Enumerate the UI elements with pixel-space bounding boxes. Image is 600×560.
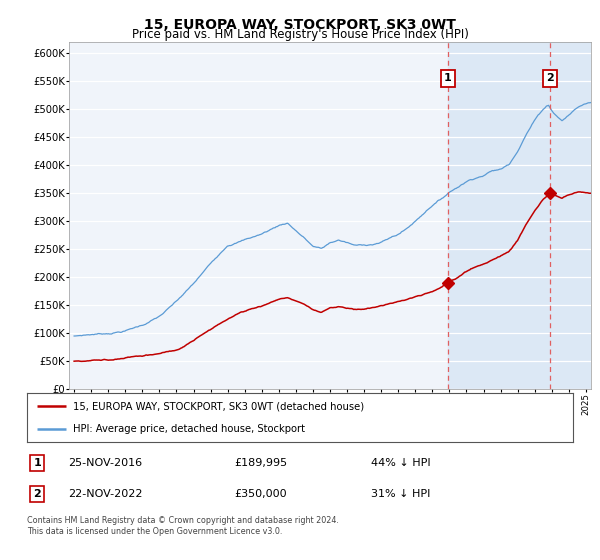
Text: 31% ↓ HPI: 31% ↓ HPI (371, 489, 430, 499)
Text: HPI: Average price, detached house, Stockport: HPI: Average price, detached house, Stoc… (73, 424, 305, 434)
Text: Contains HM Land Registry data © Crown copyright and database right 2024.
This d: Contains HM Land Registry data © Crown c… (27, 516, 339, 536)
Text: 15, EUROPA WAY, STOCKPORT, SK3 0WT: 15, EUROPA WAY, STOCKPORT, SK3 0WT (144, 18, 456, 32)
Text: £189,995: £189,995 (235, 458, 287, 468)
Text: 2: 2 (34, 489, 41, 499)
Text: 2: 2 (546, 73, 554, 83)
Text: 1: 1 (444, 73, 452, 83)
Bar (448, 42, 591, 389)
Text: 1: 1 (34, 458, 41, 468)
Text: £350,000: £350,000 (235, 489, 287, 499)
Text: 15, EUROPA WAY, STOCKPORT, SK3 0WT (detached house): 15, EUROPA WAY, STOCKPORT, SK3 0WT (deta… (73, 402, 365, 412)
Text: 44% ↓ HPI: 44% ↓ HPI (371, 458, 431, 468)
Text: 25-NOV-2016: 25-NOV-2016 (68, 458, 142, 468)
Text: Price paid vs. HM Land Registry's House Price Index (HPI): Price paid vs. HM Land Registry's House … (131, 28, 469, 41)
Text: 22-NOV-2022: 22-NOV-2022 (68, 489, 142, 499)
